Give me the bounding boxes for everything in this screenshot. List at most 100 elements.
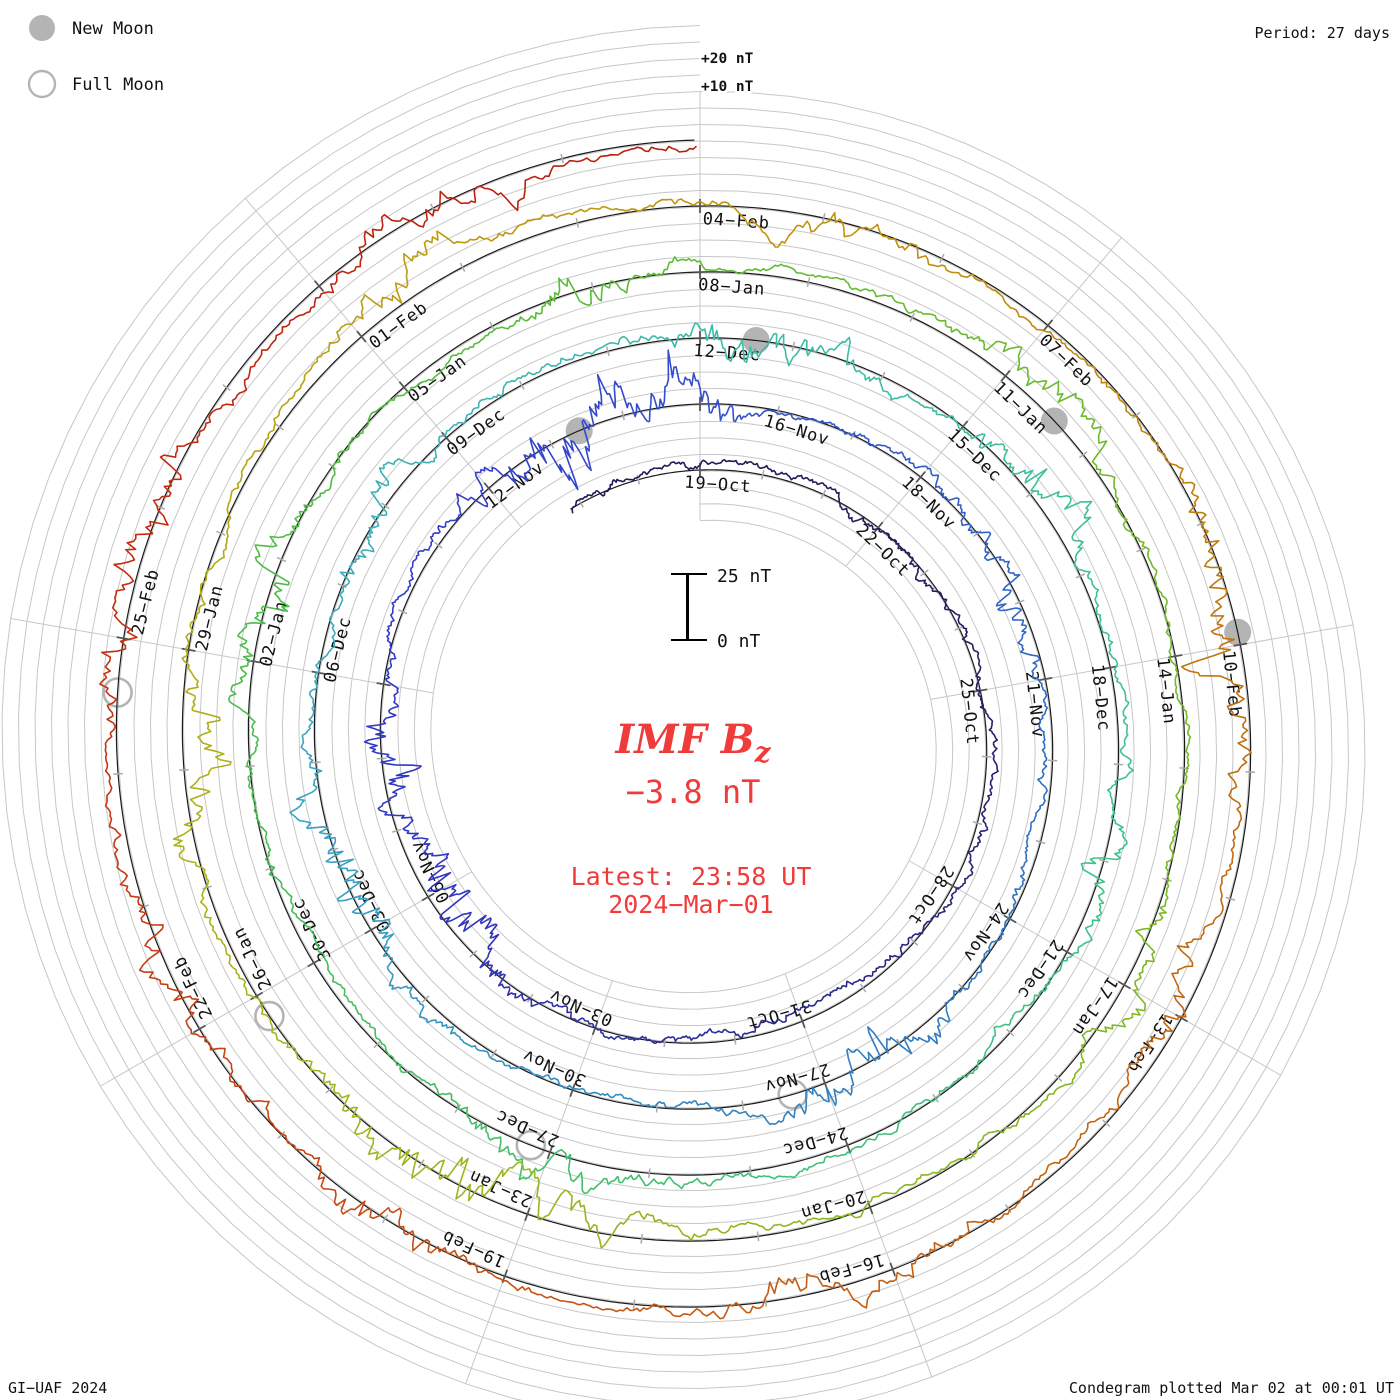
day-tick-minor [1015,599,1025,605]
day-tick-minor [820,489,827,500]
bz-trace-segment [1084,891,1105,943]
day-tick-minor [391,828,402,833]
bz-trace-segment [985,1106,1039,1135]
day-tick-minor [972,820,983,826]
bz-trace-segment [543,1000,576,1021]
day-tick-minor [791,341,796,352]
grid-spiral-line [331,355,1036,1093]
day-tick-minor [859,983,867,993]
bz-trace-segment [280,886,312,931]
bz-trace-segment [911,462,943,490]
bz-trace-segment [342,1106,385,1161]
bz-trace-segment [350,401,389,441]
bz-trace-segment [574,1017,608,1038]
bz-trace-segment [625,467,656,481]
bz-trace-segment [356,213,409,268]
bz-trace-segment [1016,976,1053,1013]
bz-trace-segment [859,223,919,252]
day-tick-minor [275,423,284,431]
bz-trace-segment [713,1028,749,1039]
bz-trace-segment [782,472,816,484]
bz-trace-segment [439,889,487,933]
bz-trace-segment [1128,530,1158,581]
bz-trace-segment [631,1099,675,1109]
bz-trace-segment [1122,695,1130,746]
day-tick-minor [489,321,495,331]
bz-trace-segment [595,478,626,497]
bz-trace-segment [668,1176,721,1190]
bz-trace-segment [434,417,467,454]
bz-trace-segment [732,263,790,275]
bz-trace-segment [99,663,118,734]
bz-trace-segment [821,1139,868,1164]
center-title: IMF Bz [614,716,771,769]
grid-spiral-line [34,58,1333,1390]
bz-trace-segment [1111,475,1130,532]
bz-trace-segment [434,1086,473,1125]
bz-trace-segment [439,1156,511,1202]
full-moon-legend-label: Full Moon [72,75,164,95]
bz-trace-segment [719,458,753,466]
bz-trace-segment [647,349,684,423]
bz-trace-segment [893,539,915,566]
bz-trace-segment [917,1007,951,1045]
bz-trace-segment [263,391,296,447]
bz-trace-segment [340,1200,408,1236]
day-tick-minor [640,1233,644,1244]
bz-trace-segment [185,674,221,735]
bz-trace-segment [932,590,958,616]
bz-trace-segment [101,594,138,665]
bz-trace-segment [1146,987,1187,1043]
bz-trace-segment [1171,929,1205,988]
bz-trace-segment [596,373,649,423]
bz-trace-segment [604,1210,667,1246]
bz-trace-segment [1038,703,1048,745]
grid-spiral-line [199,223,1168,1225]
bz-trace-segment [305,266,357,314]
center-latest-date: 2024−Mar−01 [608,890,774,919]
bz-trace-segment [1169,801,1182,859]
grid-spiral-line [347,371,1020,1076]
bz-trace-segment [672,145,698,153]
grid-spiral-line [364,388,1003,1059]
radial-gridline [908,860,1281,1076]
bz-trace-segment [945,415,986,449]
bz-trace-segment [398,985,428,1023]
bz-trace-segment [867,1026,919,1060]
day-tick-minor [381,502,390,510]
grid-spiral-line [116,140,1251,1307]
bz-trace-segment [549,1077,590,1095]
bz-trace-segment [1037,744,1048,785]
bz-trace-segment [665,1222,724,1242]
day-ticks [113,153,1256,1310]
bz-trace-segment [306,825,355,868]
day-tick-minor [434,541,443,549]
radial-gridline [784,973,933,1378]
bz-trace-segment [726,332,777,364]
bz-trace-segment [1051,940,1090,978]
day-tick-minor [1004,1204,1012,1214]
bz-trace-segment [717,1107,763,1118]
bz-trace-segment [1091,418,1112,477]
bz-trace-segment [232,967,269,1018]
day-tick-minor [1131,411,1141,419]
bz-trace-segment [1026,1146,1076,1191]
day-tick-minor [756,1231,760,1242]
bz-trace-segment [1080,845,1125,893]
bz-trace-segment [189,733,232,793]
bz-trace-segment [589,1091,633,1101]
bz-trace-segment [915,1221,971,1260]
bz-trace-segment [479,914,500,969]
day-tick-minor [459,262,466,272]
day-tick-major [398,381,410,393]
bz-trace-segment [945,325,1004,351]
bz-trace-segment [625,255,679,294]
bz-trace-segment [1079,1024,1126,1068]
bz-trace-segment [1202,871,1228,931]
bz-trace-segment [805,1086,847,1110]
bz-trace-segment [254,530,296,585]
day-tick-minor [277,1131,286,1139]
bz-trace-segment [902,393,947,418]
bz-trace-segment [862,373,904,401]
